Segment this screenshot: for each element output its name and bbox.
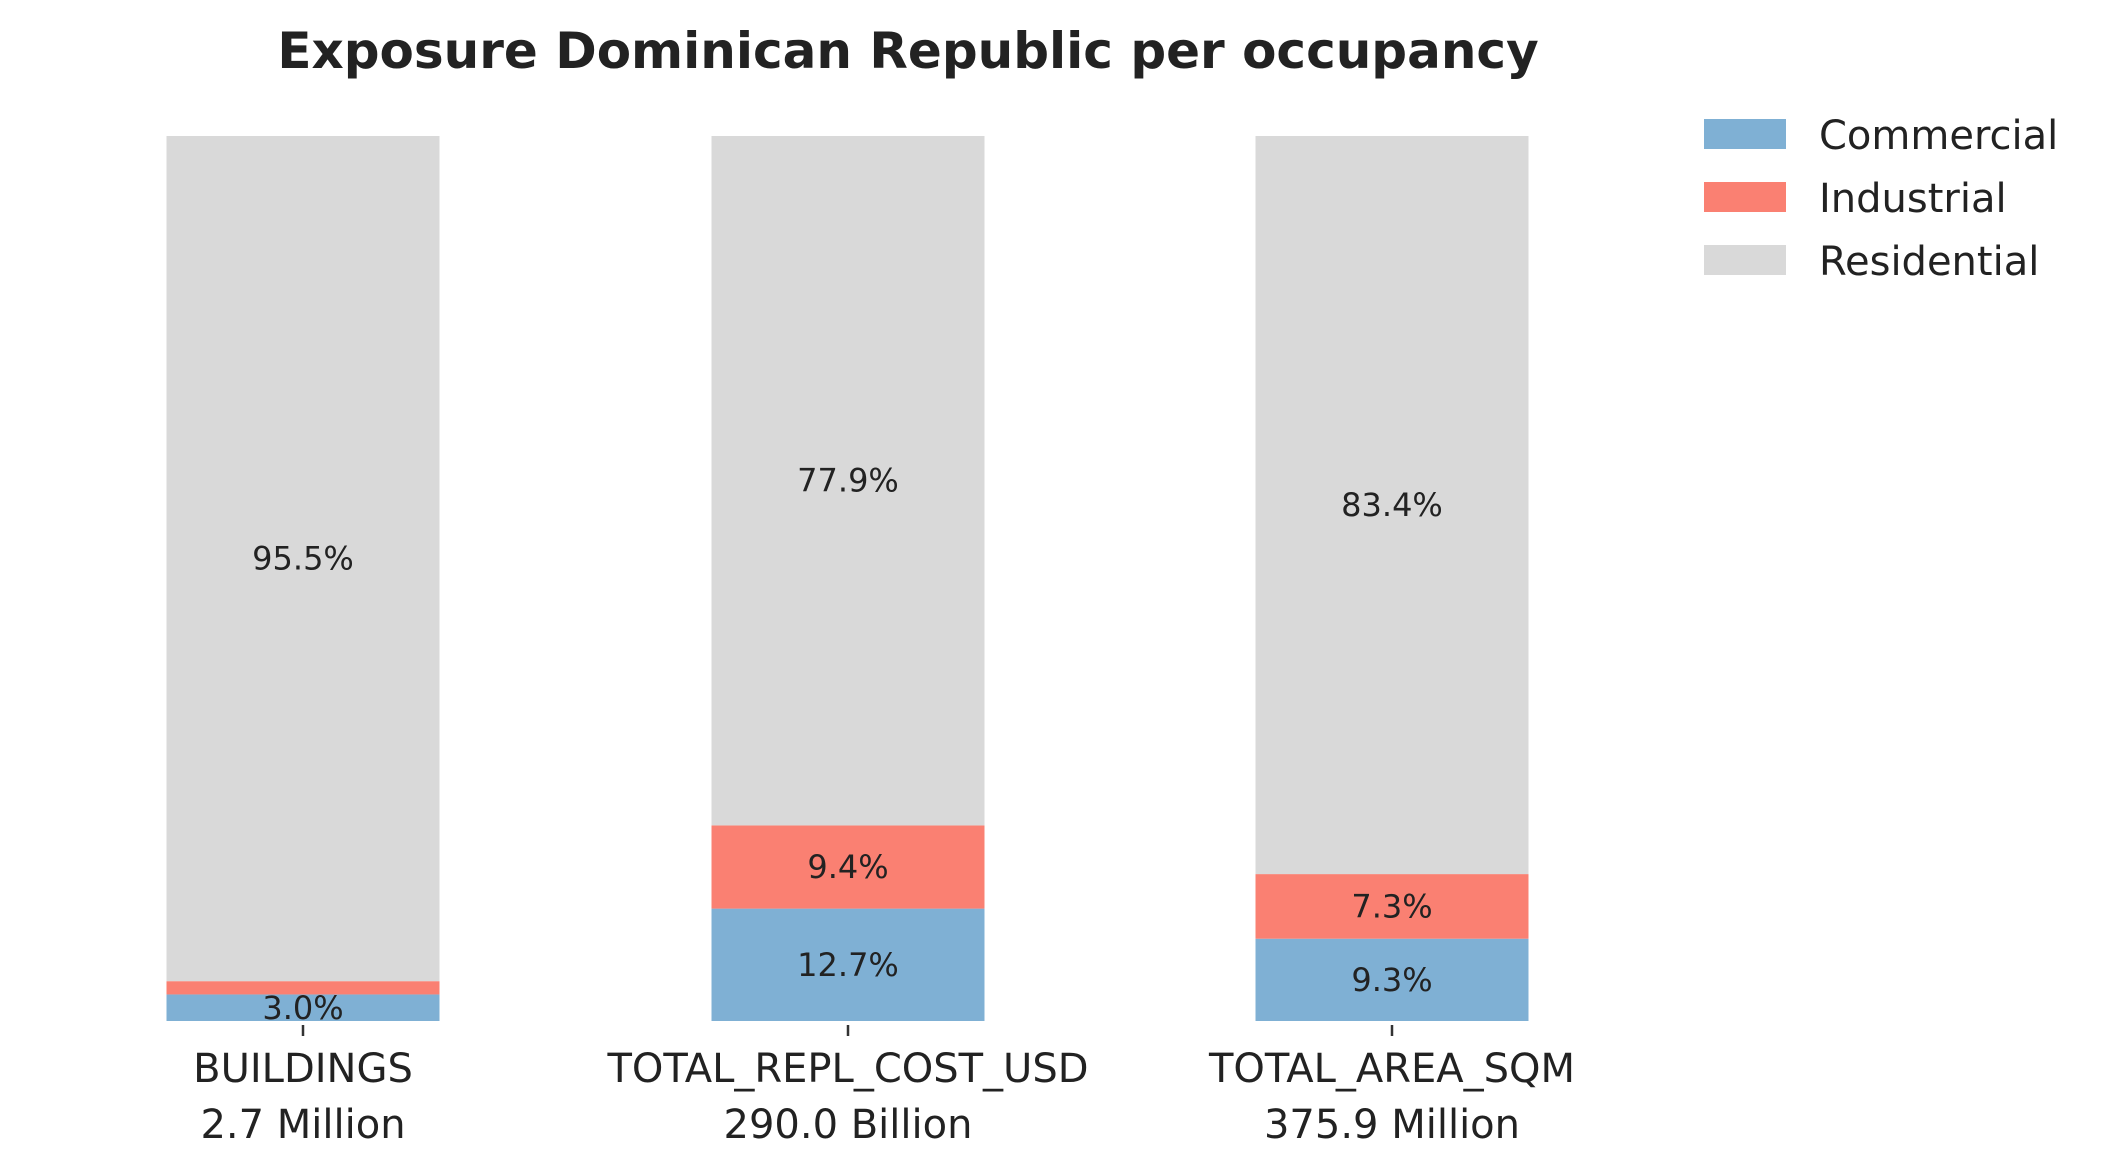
- data-label-commercial-buildings: 3.0%: [262, 989, 343, 1027]
- legend-label-residential: Residential: [1819, 239, 2039, 285]
- bar-commercial-total_repl_cost_usd: [711, 908, 985, 1021]
- x-tick-total-total_repl_cost_usd: 290.0 Billion: [724, 1102, 973, 1148]
- x-tick-label-total_repl_cost_usd: TOTAL_REPL_COST_USD: [606, 1046, 1088, 1092]
- data-label-industrial-total_repl_cost_usd: 9.4%: [807, 848, 888, 886]
- data-label-commercial-total_area_sqm: 9.3%: [1351, 961, 1432, 999]
- data-label-industrial-total_area_sqm: 7.3%: [1351, 887, 1432, 925]
- data-label-residential-total_area_sqm: 83.4%: [1341, 486, 1443, 524]
- data-label-residential-total_repl_cost_usd: 77.9%: [797, 462, 899, 500]
- bar-industrial-total_area_sqm: [1255, 874, 1529, 939]
- legend-label-commercial: Commercial: [1819, 113, 2058, 159]
- x-tick-total-total_area_sqm: 375.9 Million: [1264, 1102, 1520, 1148]
- chart-title: Exposure Dominican Republic per occupanc…: [277, 22, 1538, 80]
- legend-swatch-industrial: [1704, 182, 1786, 212]
- x-tick-total-buildings: 2.7 Million: [200, 1102, 405, 1148]
- legend-label-industrial: Industrial: [1819, 176, 2007, 222]
- bar-residential-total_area_sqm: [1255, 136, 1529, 875]
- data-label-residential-buildings: 95.5%: [252, 540, 354, 578]
- legend: Commercial Industrial Residential: [1704, 113, 2058, 285]
- bar-commercial-buildings: [166, 994, 440, 1021]
- x-tick-label-total_area_sqm: TOTAL_AREA_SQM: [1208, 1046, 1575, 1092]
- legend-swatch-residential: [1704, 245, 1786, 275]
- bar-commercial-total_area_sqm: [1255, 938, 1529, 1021]
- legend-swatch-commercial: [1704, 119, 1786, 149]
- bar-residential-buildings: [166, 136, 440, 982]
- bar-industrial-total_repl_cost_usd: [711, 825, 985, 909]
- bar-industrial-buildings: [166, 981, 440, 995]
- bar-residential-total_repl_cost_usd: [711, 136, 985, 826]
- data-label-commercial-total_repl_cost_usd: 12.7%: [797, 946, 899, 984]
- x-tick-label-buildings: BUILDINGS: [193, 1046, 413, 1092]
- bars-group: 3.0% 95.5% BUILDINGS 2.7 Million 12.7% 9.4% 77…: [166, 136, 1575, 1148]
